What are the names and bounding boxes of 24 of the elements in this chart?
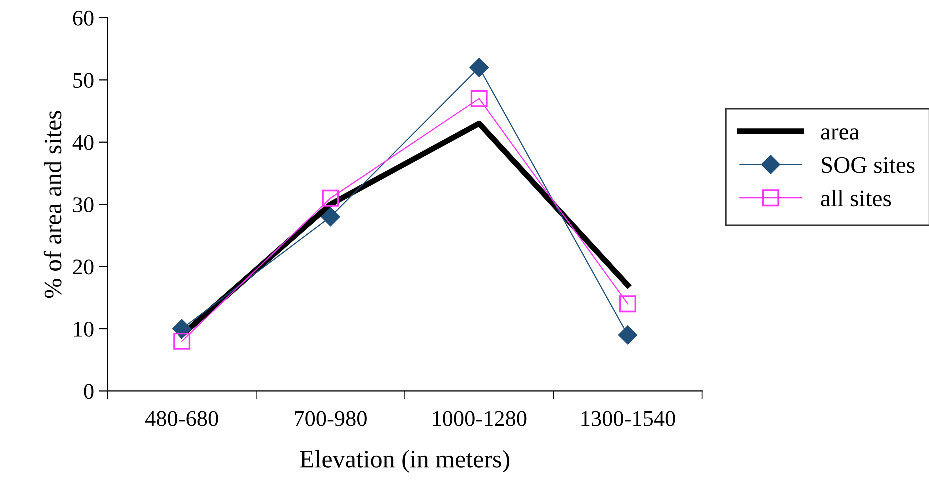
legend-label: all sites bbox=[821, 190, 892, 207]
point bbox=[470, 90, 488, 108]
y-tick-label: 30 bbox=[73, 198, 94, 213]
y-tick-label: 10 bbox=[74, 322, 94, 337]
y-tick-label: 40 bbox=[72, 135, 94, 150]
point bbox=[470, 58, 489, 78]
y-tick-label: 60 bbox=[73, 10, 94, 26]
point bbox=[172, 319, 192, 339]
point bbox=[620, 296, 636, 313]
legend-label: SOG sites bbox=[822, 157, 915, 174]
y-axis-title: % of area and sites bbox=[44, 111, 62, 298]
x-tick-label: 1000-1280 bbox=[433, 411, 527, 426]
point bbox=[618, 326, 638, 345]
x-tick-label: 1300-1540 bbox=[582, 411, 676, 426]
x-tick-label: 480-680 bbox=[145, 411, 218, 426]
x-axis-title: Elevation (in meters) bbox=[300, 450, 510, 473]
point bbox=[321, 208, 340, 227]
point bbox=[322, 190, 340, 207]
y-tick-label: 50 bbox=[74, 73, 94, 88]
legend-label: area bbox=[821, 128, 860, 140]
y-tick-label: 20 bbox=[73, 260, 94, 275]
x-tick-label: 700-980 bbox=[295, 411, 367, 426]
y-tick-label: 0 bbox=[84, 384, 94, 400]
point bbox=[174, 332, 191, 350]
